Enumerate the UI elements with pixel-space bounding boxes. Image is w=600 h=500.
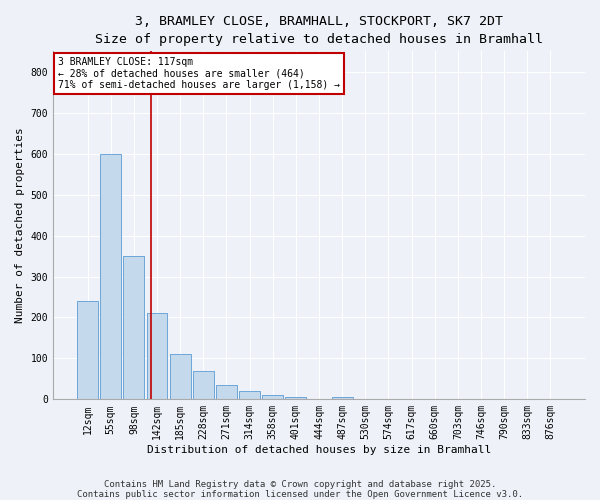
Bar <box>332 398 353 400</box>
Title: 3, BRAMLEY CLOSE, BRAMHALL, STOCKPORT, SK7 2DT
Size of property relative to deta: 3, BRAMLEY CLOSE, BRAMHALL, STOCKPORT, S… <box>95 15 543 46</box>
Y-axis label: Number of detached properties: Number of detached properties <box>15 128 25 323</box>
Text: 3 BRAMLEY CLOSE: 117sqm
← 28% of detached houses are smaller (464)
71% of semi-d: 3 BRAMLEY CLOSE: 117sqm ← 28% of detache… <box>58 56 340 90</box>
Bar <box>77 301 98 400</box>
X-axis label: Distribution of detached houses by size in Bramhall: Distribution of detached houses by size … <box>147 445 491 455</box>
Bar <box>262 395 283 400</box>
Bar <box>100 154 121 400</box>
Bar <box>239 391 260 400</box>
Bar <box>124 256 145 400</box>
Bar <box>216 385 237 400</box>
Bar <box>146 314 167 400</box>
Text: Contains HM Land Registry data © Crown copyright and database right 2025.
Contai: Contains HM Land Registry data © Crown c… <box>77 480 523 499</box>
Bar <box>193 370 214 400</box>
Bar <box>286 398 306 400</box>
Bar <box>170 354 191 400</box>
